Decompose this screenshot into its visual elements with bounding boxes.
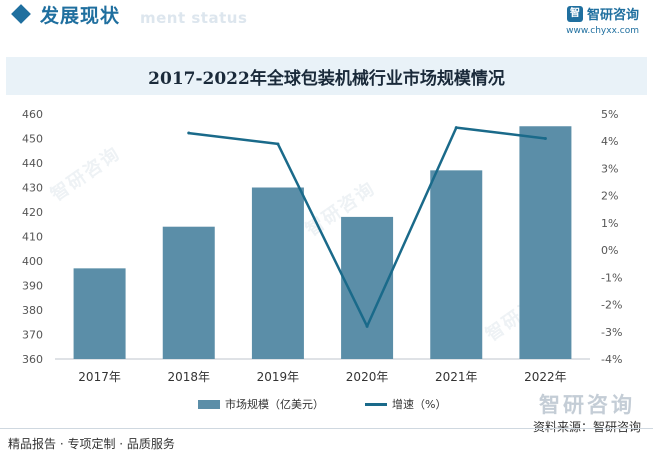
bar [519,126,572,359]
section-subtitle: ment status [140,9,248,27]
legend-swatch-bar [198,399,220,409]
legend-label-market-size: 市场规模（亿美元） [225,398,324,411]
legend-item-market-size: 市场规模（亿美元） [198,396,324,412]
line-point [276,142,280,146]
right-axis-tick-label: -3% [601,326,622,339]
bar [251,187,304,359]
right-axis-tick-label: 0% [601,244,618,257]
brand-url: www.chyxx.com [566,26,639,36]
chart-title-band: 2017-2022年全球包装机械行业市场规模情况 [6,57,647,95]
left-axis-tick-label: 420 [22,206,43,219]
section-header: 发展现状 ment status 智 智研咨询 www.chyxx.com [0,0,653,40]
source-note: 资料来源：智研咨询 [532,420,641,434]
left-axis-tick-label: 380 [22,304,43,317]
left-axis-tick-label: 440 [22,157,43,170]
legend-item-growth: 增速（%） [365,396,446,412]
x-axis-tick-label: 2018年 [167,370,210,384]
bar [162,226,215,359]
bar [73,268,126,359]
right-axis-tick-label: 5% [601,108,618,121]
footer-tagline: 精品报告 · 专项定制 · 品质服务 [8,437,175,451]
line-point [365,324,369,328]
right-axis-tick-label: 3% [601,162,618,175]
footer-brand-watermark: 智研咨询 [539,393,635,417]
left-axis-tick-label: 410 [22,231,43,244]
section-title: 发展现状 [40,5,121,27]
x-axis-tick-label: 2017年 [78,370,121,384]
chart-area: 360 370 380 390 400 410 420 430 440 450 460 -4% -3% -… [22,108,622,384]
right-axis-tick-label: -4% [601,353,622,366]
brand-name: 智研咨询 [586,8,639,23]
left-axis-tick-label: 370 [22,329,43,342]
x-axis-tick-label: 2019年 [257,370,300,384]
chart-title: 2017-2022年全球包装机械行业市场规模情况 [148,69,505,89]
right-axis-tick-label: -2% [601,299,622,312]
x-axis-tick-label: 2022年 [524,370,567,384]
line-point [187,131,191,135]
line-point [543,137,547,140]
line-point [454,126,458,130]
brand-block: 智 智研咨询 www.chyxx.com [566,4,639,36]
right-axis-tick-label: 1% [601,217,618,230]
left-axis-tick-label: 430 [22,182,43,195]
left-axis-tick-label: 460 [22,108,43,121]
left-axis-tick-label: 390 [22,280,43,293]
left-axis-tick-label: 400 [22,255,43,268]
legend-label-growth: 增速（%） [392,398,447,411]
left-axis-tick-label: 450 [22,133,43,146]
legend-swatch-line [365,402,387,406]
bar [430,170,483,359]
footer-divider [0,428,653,429]
x-axis-tick-label: 2020年 [346,370,389,384]
right-axis-tick-label: 2% [601,190,618,203]
brand-logo-icon: 智 [566,5,583,22]
x-axis-tick-label: 2021年 [435,370,478,384]
left-axis-tick-label: 360 [22,353,43,366]
right-axis-tick-label: 4% [601,135,618,148]
right-axis-tick-label: -1% [601,271,622,284]
chart-legend: 市场规模（亿美元） 增速（%） [0,396,653,414]
